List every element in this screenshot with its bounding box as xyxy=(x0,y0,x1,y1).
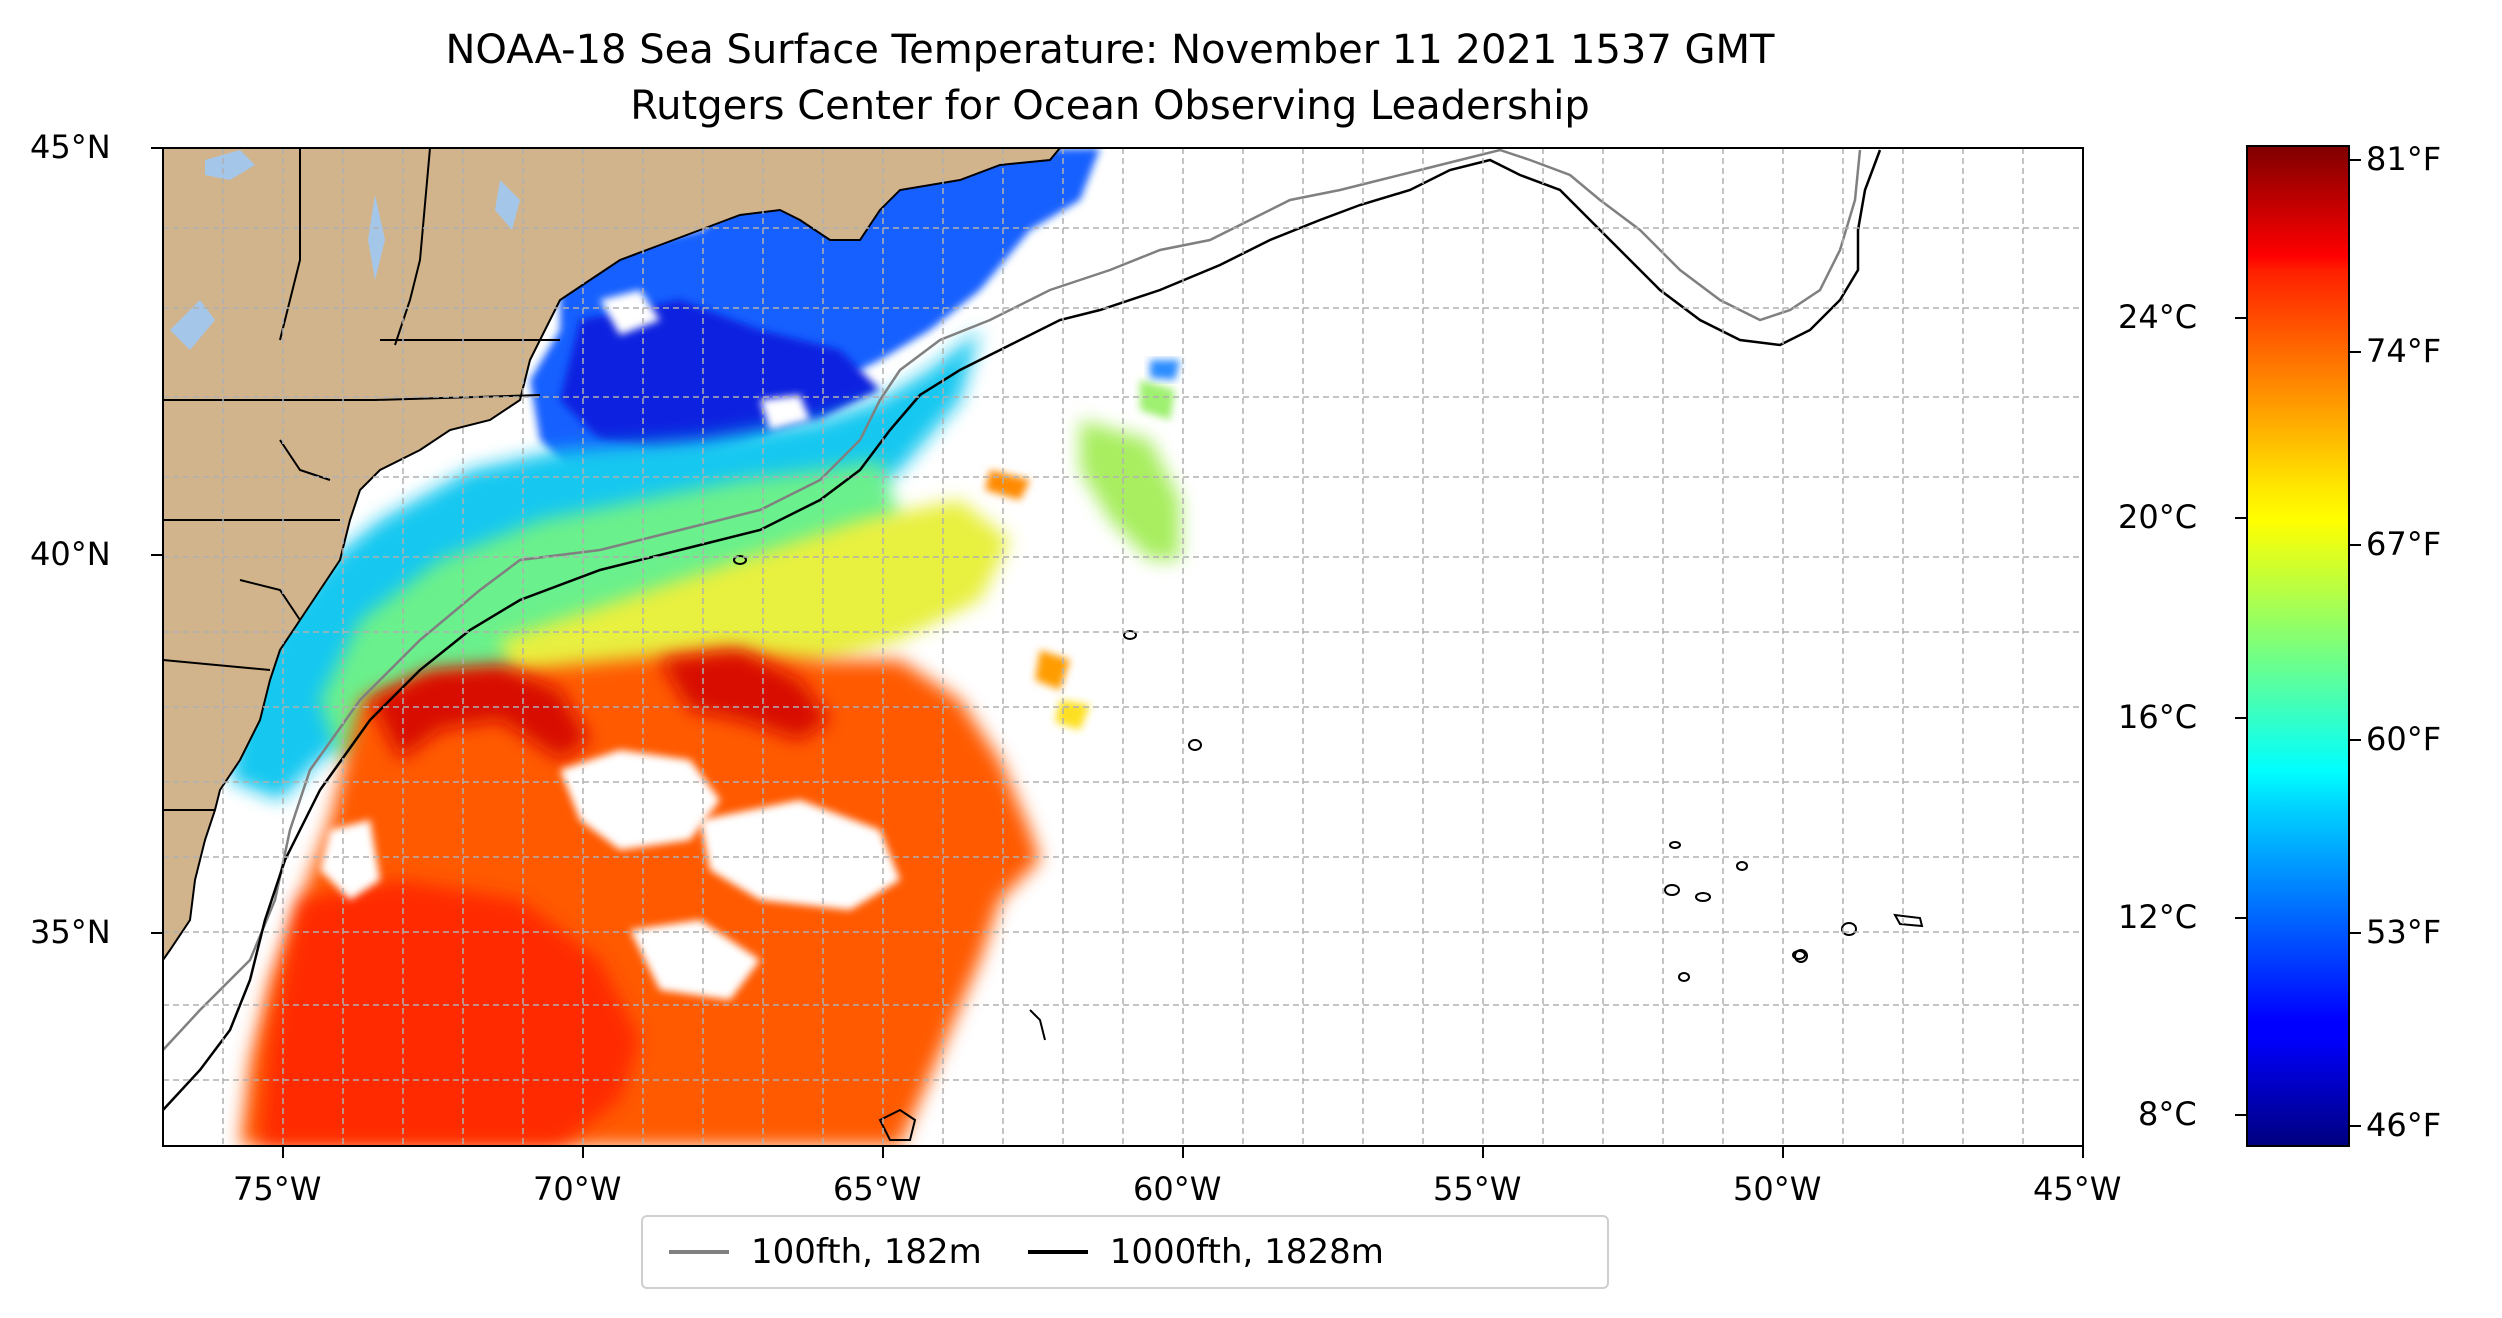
cloud-gap-1 xyxy=(560,750,720,850)
cloud-gap-5 xyxy=(600,290,660,335)
legend-label: 1000fth, 1828m xyxy=(1109,1232,1384,1272)
y-tick-label: 45°N xyxy=(30,128,111,166)
colorbar-frame xyxy=(2246,145,2350,1147)
colorbar-fahrenheit-label: 53°F xyxy=(2366,913,2442,951)
lake-3 xyxy=(170,300,215,350)
x-tick-label: 70°W xyxy=(533,1170,622,1208)
lake-1 xyxy=(205,150,255,180)
x-tick-label: 45°W xyxy=(2033,1170,2122,1208)
colorbar-fahrenheit-label: 67°F xyxy=(2366,525,2442,563)
sst-patch-small-2 xyxy=(1140,380,1175,420)
sst-patch-small-3 xyxy=(1035,650,1070,690)
contour-1000fth xyxy=(163,149,1882,1111)
sst-hot-eddy-1 xyxy=(370,665,590,760)
colorbar-celsius-label: 12°C xyxy=(2118,898,2198,936)
map-panel xyxy=(163,148,2083,1146)
land-mass xyxy=(163,148,1062,962)
colorbar-ticks xyxy=(2235,159,2361,1127)
legend-label: 100fth, 182m xyxy=(751,1232,982,1272)
colorbar-fahrenheit-label: 81°F xyxy=(2366,140,2442,178)
cloud-gap-2 xyxy=(700,800,900,910)
sst-patch-east xyxy=(1080,420,1180,560)
colorbar-celsius-label: 24°C xyxy=(2118,298,2198,336)
axis-ticks xyxy=(151,147,2084,1158)
colorbar-fahrenheit-label: 60°F xyxy=(2366,720,2442,758)
y-tick-label: 40°N xyxy=(30,535,111,573)
sst-patch-small-5 xyxy=(1150,360,1180,380)
cloud-gap-6 xyxy=(760,395,810,430)
x-tick-label: 55°W xyxy=(1433,1170,1522,1208)
legend-entry-1000fth: 1000fth, 1828m xyxy=(1027,1232,1384,1272)
chart-title: NOAA-18 Sea Surface Temperature: Novembe… xyxy=(445,27,1775,73)
legend-swatch-black-line xyxy=(1027,1250,1088,1254)
cloud-gap-3 xyxy=(320,820,380,900)
colorbar-fahrenheit-label: 46°F xyxy=(2366,1106,2442,1144)
cloud-gap-4 xyxy=(630,920,760,1000)
x-tick-label: 65°W xyxy=(833,1170,922,1208)
map-frame xyxy=(162,147,2084,1147)
gridlines xyxy=(163,148,2083,1146)
x-tick-label: 50°W xyxy=(1733,1170,1822,1208)
chart-subtitle: Rutgers Center for Ocean Observing Leade… xyxy=(630,83,1590,129)
lake-4 xyxy=(495,180,520,230)
legend: 100fth, 182m 1000fth, 1828m xyxy=(641,1215,1609,1289)
sst-field xyxy=(230,148,1180,1146)
island-outlines xyxy=(733,555,1924,1141)
lake-2 xyxy=(368,195,385,280)
colorbar-celsius-label: 20°C xyxy=(2118,498,2198,536)
colorbar-gradient xyxy=(2247,146,2349,1146)
state-borders xyxy=(163,148,560,811)
x-tick-label: 60°W xyxy=(1133,1170,1222,1208)
legend-swatch-gray-line xyxy=(669,1250,729,1254)
colorbar-fahrenheit-label: 74°F xyxy=(2366,332,2442,370)
x-tick-label: 75°W xyxy=(233,1170,322,1208)
y-tick-label: 35°N xyxy=(30,913,111,951)
colorbar-celsius-label: 16°C xyxy=(2118,698,2198,736)
contour-100fth xyxy=(163,148,1862,1051)
colorbar-celsius-label: 8°C xyxy=(2138,1095,2197,1133)
legend-entry-100fth: 100fth, 182m xyxy=(669,1232,982,1272)
